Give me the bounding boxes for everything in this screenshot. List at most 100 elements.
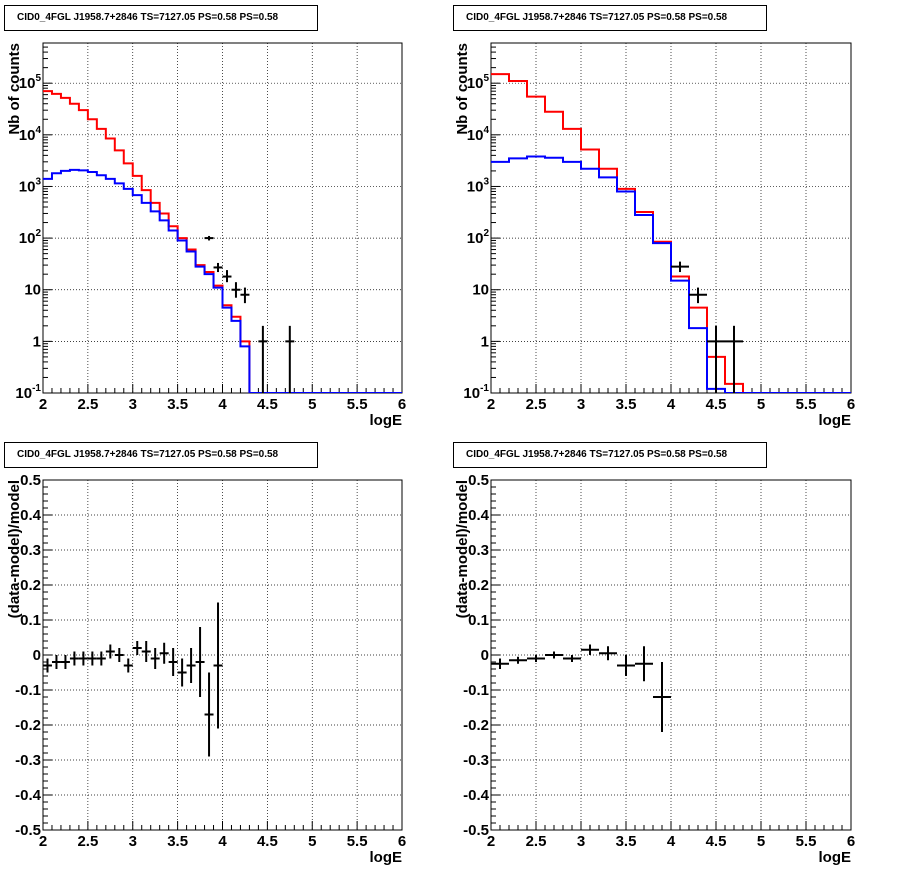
x-tick-label: 3.5 — [616, 833, 637, 850]
x-tick-label: 4 — [218, 396, 227, 413]
x-tick-label: 5 — [308, 396, 316, 413]
y-tick-label: -0.5 — [463, 822, 489, 839]
x-tick-label: 5.5 — [347, 396, 368, 413]
x-tick-label: 3 — [577, 396, 585, 413]
data-point — [599, 646, 617, 661]
data-points — [491, 644, 671, 732]
x-tick-label: 6 — [847, 396, 855, 413]
histogram-series-0 — [491, 73, 851, 393]
data-point — [141, 641, 151, 662]
y-axis-label: Nb of counts — [6, 43, 23, 135]
x-tick-label: 5 — [308, 833, 316, 850]
x-tick-label: 3 — [577, 833, 585, 850]
y-tick-label: -0.5 — [15, 822, 41, 839]
data-point — [60, 655, 70, 669]
data-point — [105, 644, 115, 659]
x-tick-label: 2 — [487, 396, 495, 413]
data-point — [671, 261, 689, 273]
x-axis-label: logE — [370, 412, 403, 429]
data-point — [231, 282, 241, 298]
x-tick-label: 2.5 — [526, 396, 547, 413]
data-points — [43, 602, 223, 757]
y-tick-label: 103 — [467, 176, 490, 195]
data-point — [240, 287, 250, 304]
x-tick-label: 2 — [487, 833, 495, 850]
x-tick-label: 4 — [667, 396, 676, 413]
data-point — [186, 648, 196, 683]
axis-ticks — [490, 479, 852, 831]
y-tick-label: 0.4 — [468, 507, 490, 524]
data-point — [509, 656, 527, 664]
data-point — [617, 655, 635, 676]
y-tick-label: 102 — [19, 228, 42, 247]
y-tick-label: 103 — [19, 176, 42, 195]
data-point — [204, 672, 214, 757]
panel-title: CID0_4FGL J1958.7+2846 TS=7127.05 PS=0.5… — [4, 5, 318, 31]
data-point — [132, 641, 142, 655]
y-tick-label: 102 — [467, 228, 490, 247]
data-point — [707, 325, 725, 393]
x-tick-label: 4.5 — [706, 833, 727, 850]
x-tick-label: 4 — [218, 833, 227, 850]
data-point — [213, 262, 223, 273]
x-tick-label: 4 — [667, 833, 676, 850]
y-tick-label: 0.3 — [20, 542, 41, 559]
data-point — [563, 655, 581, 662]
grid-lines — [43, 43, 402, 393]
y-tick-label: 1 — [33, 333, 41, 350]
y-tick-label: 0 — [481, 647, 489, 664]
data-point — [527, 655, 545, 662]
panel-title: CID0_4FGL J1958.7+2846 TS=7127.05 PS=0.5… — [453, 5, 767, 31]
data-point — [725, 325, 743, 393]
grid-lines — [43, 480, 402, 830]
y-tick-label: -0.2 — [463, 717, 489, 734]
y-tick-label: 0.1 — [20, 612, 41, 629]
axis-ticks — [490, 42, 852, 394]
y-tick-label: -0.3 — [15, 752, 41, 769]
axis-ticks — [42, 479, 403, 831]
x-tick-label: 6 — [847, 833, 855, 850]
x-tick-label: 4.5 — [257, 833, 278, 850]
y-tick-label: 10-1 — [463, 383, 489, 402]
data-point — [114, 648, 124, 662]
x-axis-label: logE — [819, 412, 852, 429]
plot-panel-0: 2 2.5 3 3.5 4 4.5 5 5.5 610-1110102103104105logE… — [6, 42, 406, 429]
y-axis-label: (data-model)/model — [454, 480, 471, 618]
x-tick-label: 3 — [129, 833, 137, 850]
x-tick-label: 4.5 — [257, 396, 278, 413]
panel-title: CID0_4FGL J1958.7+2846 TS=7127.05 PS=0.5… — [4, 442, 318, 468]
data-point — [285, 325, 295, 393]
x-tick-label: 4.5 — [706, 396, 727, 413]
y-tick-label: 0.3 — [468, 542, 489, 559]
histogram-series-1 — [43, 168, 402, 393]
y-tick-label: -0.4 — [15, 787, 42, 804]
x-tick-label: 3.5 — [167, 833, 188, 850]
data-point — [635, 646, 653, 682]
x-tick-label: 6 — [398, 833, 406, 850]
x-tick-label: 2 — [39, 833, 47, 850]
x-tick-label: 5 — [757, 396, 765, 413]
data-point — [78, 651, 88, 666]
y-axis-label: Nb of counts — [454, 43, 471, 135]
data-point — [51, 655, 61, 669]
y-tick-label: -0.4 — [463, 787, 490, 804]
data-point — [204, 235, 214, 241]
x-tick-label: 5.5 — [796, 396, 817, 413]
y-tick-label: 0.2 — [20, 577, 41, 594]
data-point — [689, 287, 707, 304]
data-point — [258, 325, 268, 393]
y-tick-label: -0.1 — [463, 682, 489, 699]
grid-lines — [491, 43, 851, 393]
x-tick-label: 5 — [757, 833, 765, 850]
x-tick-label: 3.5 — [616, 396, 637, 413]
x-axis-label: logE — [370, 849, 403, 866]
data-point — [177, 658, 187, 687]
y-tick-label: 0.4 — [20, 507, 42, 524]
x-tick-label: 5.5 — [347, 833, 368, 850]
data-point — [69, 651, 79, 666]
x-tick-label: 2.5 — [526, 833, 547, 850]
data-point — [87, 651, 97, 666]
data-point — [123, 658, 133, 673]
plot-panel-2: 2 2.5 3 3.5 4 4.5 5 5.5 6 -0.5 -0.4 -0.3 -0.2 -0.1 0 0.… — [6, 472, 406, 866]
